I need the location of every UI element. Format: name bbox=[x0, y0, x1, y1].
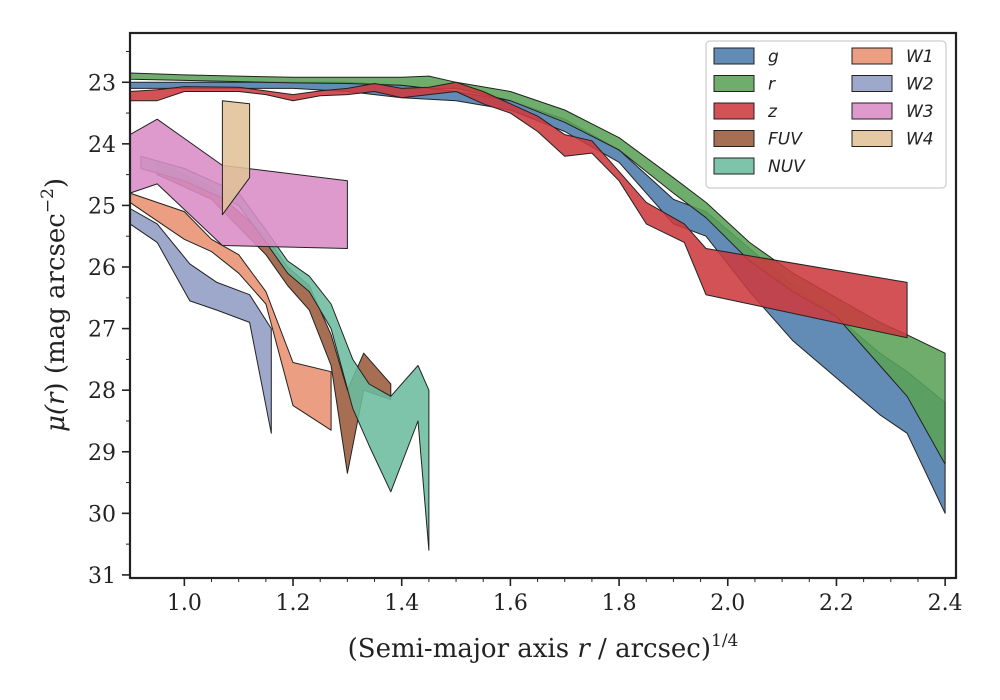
legend-label-fuv: FUV bbox=[768, 130, 803, 150]
plot-frame bbox=[128, 31, 958, 580]
x-tick-label: 2.0 bbox=[710, 591, 745, 616]
legend-swatch-w3 bbox=[851, 102, 893, 120]
legend-items: grz FUV NUV W1 W2 W3 W4 bbox=[713, 47, 934, 177]
y-ticks: 23 24 25 26 27 28 29 30 31 bbox=[88, 50, 130, 589]
legend-swatch-fuv bbox=[713, 130, 755, 147]
legend-swatch-r bbox=[713, 75, 755, 92]
legend-label-w3: W3 bbox=[906, 102, 934, 122]
x-axis-title: (Semi-major axis r / arcsec)1/4 bbox=[348, 631, 739, 664]
legend-label-w2: W2 bbox=[906, 75, 934, 95]
y-tick-label: 25 bbox=[88, 194, 116, 219]
series-band-z bbox=[129, 81, 908, 339]
legend-swatch-g bbox=[713, 47, 755, 65]
legend-swatch-w1 bbox=[851, 47, 893, 65]
x-tick-label: 1.2 bbox=[276, 591, 311, 616]
x-tick-label: 1.4 bbox=[384, 591, 419, 616]
legend-label-r: r bbox=[768, 75, 776, 95]
legend-label-w1: W1 bbox=[906, 47, 934, 67]
legend-swatch-z bbox=[713, 102, 755, 120]
legend-swatch-w4 bbox=[851, 130, 893, 147]
x-tick-label: 1.6 bbox=[493, 591, 528, 616]
legend-label-w4: W4 bbox=[906, 130, 934, 150]
x-tick-label: 2.4 bbox=[928, 591, 963, 616]
y-tick-label: 23 bbox=[88, 71, 116, 96]
y-tick-label: 29 bbox=[88, 441, 116, 466]
series-band-w4 bbox=[221, 100, 251, 216]
legend-label-z: z bbox=[767, 102, 778, 122]
legend-label-nuv: NUV bbox=[768, 157, 806, 177]
x-tick-label: 1.0 bbox=[167, 591, 202, 616]
series-band-w2 bbox=[129, 208, 272, 434]
y-axis-title: μ(r) (mag arcsec−2) bbox=[38, 178, 71, 432]
y-tick-label: 30 bbox=[88, 502, 116, 527]
y-tick-label: 26 bbox=[88, 256, 116, 281]
y-tick-label: 28 bbox=[88, 379, 116, 404]
y-tick-label: 31 bbox=[88, 564, 116, 589]
y-tick-label: 24 bbox=[88, 133, 116, 158]
legend-swatch-nuv bbox=[713, 157, 755, 175]
legend-swatch-w2 bbox=[851, 75, 893, 92]
x-tick-label: 2.2 bbox=[819, 591, 854, 616]
legend: grz FUV NUV W1 W2 W3 W4 bbox=[705, 40, 947, 189]
legend-label-g: g bbox=[768, 47, 779, 67]
y-tick-label: 27 bbox=[88, 318, 116, 343]
series-layer bbox=[129, 72, 946, 551]
x-ticks: 1.0 1.2 1.4 1.6 1.8 2.0 2.2 2.4 bbox=[167, 578, 963, 616]
x-tick-label: 1.8 bbox=[602, 591, 637, 616]
